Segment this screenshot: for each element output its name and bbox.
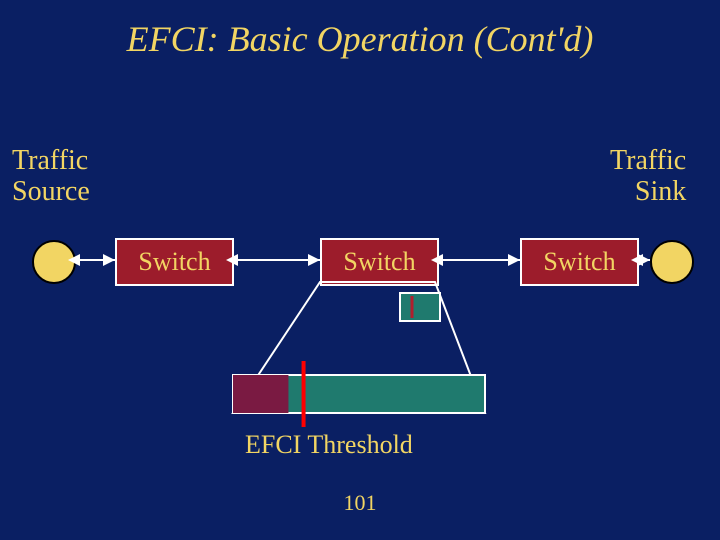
switch-3: Switch [520, 238, 639, 286]
traffic-source-label: Traffic Source [12, 146, 90, 208]
switch-2: Switch [320, 238, 439, 286]
page-number: 101 [0, 490, 720, 516]
switch-3-label: Switch [543, 247, 615, 277]
traffic-sink-node [650, 240, 694, 284]
traffic-source-node [32, 240, 76, 284]
switch-1-label: Switch [138, 247, 210, 277]
traffic-source-line2: Source [12, 176, 90, 207]
traffic-sink-label: Traffic Sink [610, 146, 686, 208]
efci-threshold-label: EFCI Threshold [245, 430, 413, 460]
traffic-source-line1: Traffic [12, 145, 88, 176]
traffic-sink-line2: Sink [635, 176, 686, 207]
slide-title: EFCI: Basic Operation (Cont'd) [0, 18, 720, 60]
traffic-sink-line1: Traffic [610, 145, 686, 176]
switch-2-label: Switch [343, 247, 415, 277]
slide-root: EFCI: Basic Operation (Cont'd) Traffic S… [0, 0, 720, 540]
switch-1: Switch [115, 238, 234, 286]
